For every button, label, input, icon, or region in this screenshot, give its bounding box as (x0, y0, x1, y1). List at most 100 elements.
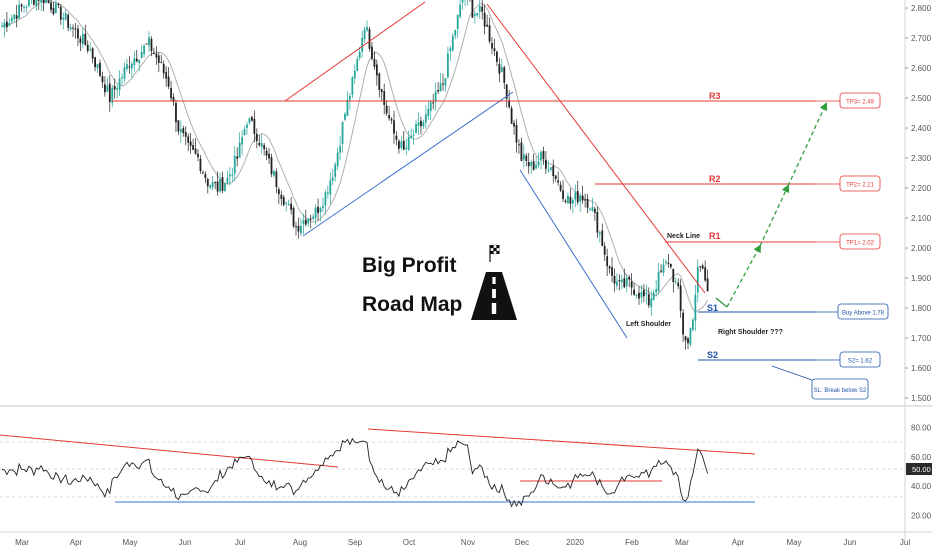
candle-body (341, 121, 344, 144)
candle-body (498, 63, 501, 74)
rsi-tick-label: 20.00 (911, 511, 932, 520)
candle-body (650, 298, 653, 308)
candle-body (45, 0, 47, 4)
candle-body (532, 161, 535, 170)
candle-body (623, 278, 626, 288)
candle-body (559, 184, 562, 191)
price-tick-label: 2.200 (911, 184, 932, 193)
candle-body (157, 55, 160, 63)
candle-body (189, 141, 192, 146)
candle-body (473, 13, 476, 16)
candle-body (268, 153, 270, 159)
candle-body (603, 246, 606, 255)
candle-body (150, 38, 153, 52)
candle-body (586, 198, 589, 208)
candle-body (153, 52, 155, 54)
candle-body (491, 43, 493, 49)
candle-body (481, 6, 484, 12)
candle-body (459, 4, 462, 17)
candle-body (530, 162, 533, 166)
candle-body (461, 0, 464, 3)
candle-body (297, 225, 300, 232)
candle-body (410, 135, 413, 138)
candle-body (263, 145, 266, 150)
right-shoulder-label: Right Shoulder ??? (718, 329, 783, 336)
candle-body (55, 2, 57, 14)
price-tick-label: 2.300 (911, 154, 932, 163)
candle-body (226, 177, 229, 183)
candle-body (608, 266, 611, 269)
candle-body (106, 85, 109, 92)
candle-body (402, 140, 405, 150)
candle-body (510, 108, 513, 124)
candle-body (684, 336, 687, 341)
candle-body (486, 24, 488, 27)
price-tick-label: 2.800 (911, 4, 932, 13)
candle-body (94, 57, 96, 68)
candle-body (591, 207, 594, 211)
candle-body (476, 12, 479, 16)
candle-body (108, 83, 111, 102)
time-axis-ticks: Mar Apr May Jun Jul Aug Sep Oct Nov Dec 2020 Feb Mar… (15, 538, 910, 547)
candle-body (273, 171, 275, 176)
time-tick-label: Jun (179, 538, 192, 547)
candle-body (444, 78, 447, 86)
candle-body (554, 175, 557, 179)
candle-body (236, 156, 239, 159)
road-icon (471, 272, 517, 320)
candle-body (40, 0, 43, 3)
candle-body (437, 90, 439, 92)
price-tick-label: 1.800 (911, 304, 932, 313)
candle-body (674, 281, 677, 283)
candle-body (219, 178, 221, 192)
candle-body (202, 172, 204, 174)
candle-body (165, 72, 168, 79)
sl-callout-box (811, 378, 869, 400)
candle-body (101, 76, 104, 83)
candle-body (233, 155, 236, 174)
candle-body (380, 89, 383, 92)
time-tick-label: Oct (403, 538, 416, 547)
candle-body (255, 133, 258, 142)
level-r3-label: R3 (709, 91, 721, 101)
candle-body (148, 37, 150, 46)
candle-body (361, 37, 364, 52)
price-tick-label: 2.400 (911, 124, 932, 133)
time-tick-label: Apr (732, 538, 745, 547)
candle-body (520, 142, 523, 161)
checkered-flag-icon (489, 244, 500, 262)
candle-body (192, 145, 194, 150)
candle-body (187, 136, 190, 143)
time-tick-label: Jul (235, 538, 245, 547)
candle-body (72, 27, 74, 29)
price-tick-label: 2.500 (911, 94, 932, 103)
candle-body (59, 6, 62, 20)
candle-body (172, 96, 175, 102)
candle-body (331, 177, 334, 181)
candle-body (258, 142, 261, 146)
candle-body (478, 5, 481, 12)
candle-body (371, 46, 373, 59)
candle-body (660, 270, 662, 272)
candle-body (89, 49, 92, 51)
time-tick-label: Jun (844, 538, 857, 547)
candle-body (513, 122, 515, 127)
tp1-callout-box (839, 233, 881, 250)
candle-body (197, 153, 199, 158)
price-tick-label: 1.500 (911, 394, 932, 403)
candle-body (390, 119, 393, 121)
candle-body (704, 267, 707, 281)
candle-body (324, 192, 327, 206)
candle-body (503, 67, 506, 83)
candle-body (613, 275, 616, 284)
price-tick-label: 2.700 (911, 34, 932, 43)
candle-body (540, 152, 542, 160)
candle-body (111, 87, 114, 104)
candle-body (277, 189, 280, 195)
candle-body (275, 171, 278, 187)
candle-body (552, 165, 555, 176)
price-tick-label: 2.100 (911, 214, 932, 223)
candle-body (307, 218, 310, 224)
candle-body (160, 62, 163, 64)
candle-body (246, 124, 248, 128)
